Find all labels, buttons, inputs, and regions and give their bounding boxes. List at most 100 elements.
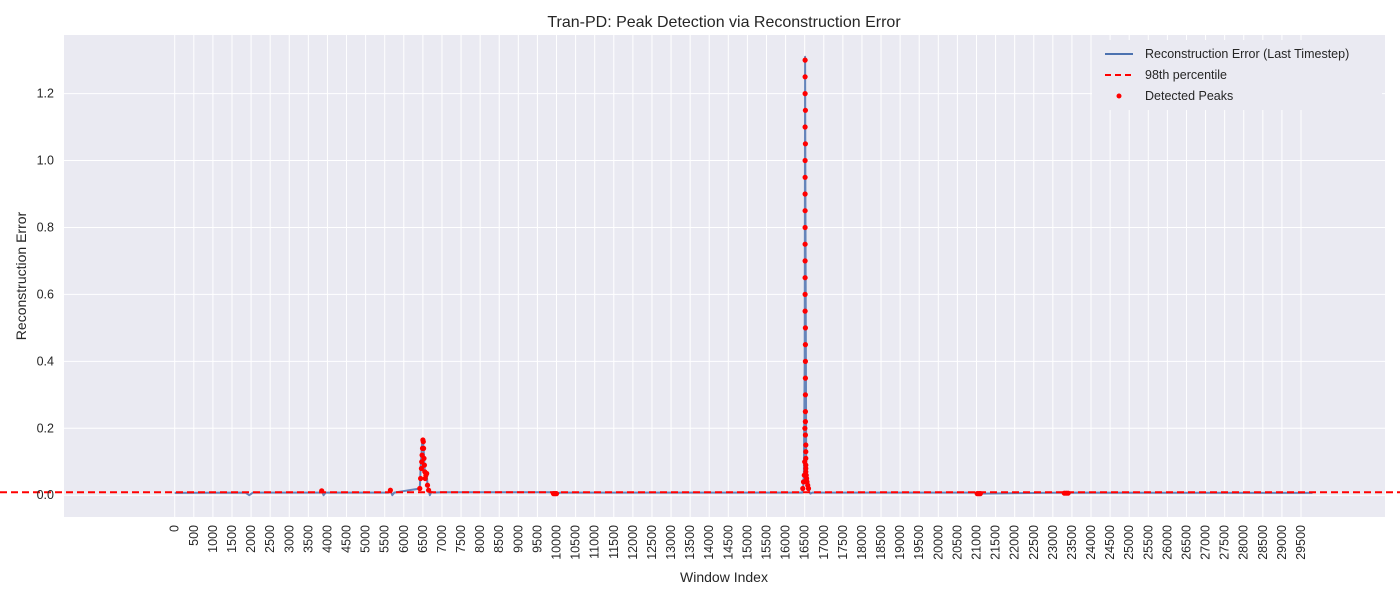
- y-tick-label: 0.8: [37, 220, 54, 234]
- x-tick-label: 23500: [1065, 525, 1079, 560]
- peak-point: [800, 485, 806, 492]
- x-tick-label: 16000: [779, 525, 793, 560]
- peak-point: [319, 488, 325, 494]
- peak-point: [802, 342, 809, 348]
- x-tick-label: 26000: [1160, 525, 1174, 560]
- y-tick-label: 0.4: [37, 354, 54, 368]
- x-tick-label: 28000: [1237, 525, 1251, 560]
- x-tick-label: 10500: [569, 525, 583, 560]
- x-tick-label: 1000: [206, 525, 220, 553]
- peak-point: [802, 224, 808, 231]
- peak-point: [802, 157, 808, 164]
- x-tick-label: 9000: [511, 525, 525, 553]
- peak-point: [802, 258, 808, 264]
- peak-point: [802, 208, 808, 214]
- x-tick-label: 17000: [817, 525, 831, 560]
- x-tick-label: 8500: [492, 525, 506, 553]
- peak-point: [802, 392, 809, 398]
- x-tick-label: 29500: [1294, 525, 1308, 560]
- x-tick-label: 11000: [588, 525, 602, 559]
- x-tick-label: 16500: [798, 525, 812, 560]
- x-tick-label: 19500: [912, 525, 926, 560]
- peak-point: [418, 475, 424, 482]
- x-tick-label: 0: [168, 525, 182, 532]
- peak-point: [802, 124, 808, 130]
- x-tick-label: 4000: [320, 525, 334, 553]
- x-tick-label: 8000: [473, 525, 487, 553]
- x-tick-label: 20000: [931, 525, 945, 560]
- x-tick-label: 4500: [340, 525, 354, 553]
- x-tick-label: 23000: [1046, 525, 1060, 560]
- peak-point: [802, 409, 809, 415]
- peak-point: [803, 449, 809, 455]
- peak-point: [424, 470, 430, 477]
- x-tick-label: 13500: [683, 525, 697, 560]
- peak-point: [802, 308, 808, 314]
- y-tick-label: 0.2: [37, 421, 54, 435]
- peak-point: [802, 91, 808, 97]
- x-tick-label: 27500: [1218, 525, 1232, 560]
- x-tick-label: 5500: [378, 525, 392, 553]
- y-tick-label: 0.0: [37, 488, 54, 502]
- peak-point: [802, 174, 808, 180]
- x-tick-label: 5000: [359, 525, 373, 553]
- x-tick-label: 10000: [550, 525, 564, 560]
- peak-point: [802, 191, 808, 197]
- x-tick-label: 3000: [282, 525, 296, 553]
- peak-point: [418, 465, 424, 472]
- x-tick-label: 7000: [435, 525, 449, 553]
- peak-point: [803, 455, 809, 461]
- x-axis-label: Window Index: [680, 569, 768, 585]
- peak-point: [805, 485, 812, 492]
- x-tick-label: 15500: [759, 525, 773, 560]
- y-tick-label: 1.0: [37, 154, 54, 168]
- peak-point: [803, 442, 809, 448]
- plot-area: [64, 35, 1385, 517]
- peak-point: [802, 275, 808, 281]
- chart-title: Tran-PD: Peak Detection via Reconstructi…: [547, 14, 901, 31]
- x-tick-label: 22500: [1027, 525, 1041, 560]
- peak-point: [802, 57, 808, 63]
- y-axis-label: Reconstruction Error: [13, 211, 29, 340]
- legend-peak-swatch: [1116, 93, 1122, 99]
- x-tick-label: 12500: [645, 525, 659, 560]
- x-tick-labels: 0 500 1000 1500 2000 2500 3000 3500 4000 4500 5000…: [168, 525, 1308, 560]
- x-tick-label: 20500: [950, 525, 964, 560]
- x-tick-label: 21000: [969, 525, 983, 560]
- peak-point: [387, 487, 393, 493]
- peak-point: [1065, 490, 1071, 496]
- x-tick-label: 26500: [1179, 525, 1193, 560]
- x-tick-label: 22000: [1008, 525, 1022, 560]
- x-tick-label: 29000: [1275, 525, 1289, 560]
- peak-point: [802, 141, 809, 147]
- x-tick-label: 18500: [874, 525, 888, 560]
- x-tick-label: 6500: [416, 525, 430, 553]
- peak-point: [802, 425, 808, 431]
- peak-point: [802, 432, 809, 438]
- x-tick-label: 14000: [702, 525, 716, 560]
- legend-entry-reconstruction-error: Reconstruction Error (Last Timestep): [1145, 47, 1349, 61]
- peak-point: [802, 74, 808, 80]
- peak-point: [417, 485, 423, 492]
- x-tick-label: 2500: [263, 525, 277, 553]
- peak-point: [802, 419, 809, 425]
- x-tick-label: 24500: [1103, 525, 1117, 560]
- x-tick-label: 15000: [740, 525, 754, 560]
- x-tick-label: 27000: [1199, 525, 1213, 560]
- x-tick-label: 1500: [225, 525, 239, 553]
- x-tick-label: 21500: [989, 525, 1003, 560]
- peak-point: [421, 445, 427, 451]
- peaks-layer: [319, 57, 1071, 497]
- x-tick-label: 11500: [607, 525, 621, 559]
- x-tick-label: 2000: [244, 525, 258, 553]
- x-tick-label: 19000: [893, 525, 907, 560]
- peak-point: [424, 482, 431, 488]
- x-tick-label: 3500: [301, 525, 315, 553]
- x-tick-label: 7500: [454, 525, 468, 553]
- legend-entry-98th-percentile: 98th percentile: [1145, 68, 1227, 82]
- peak-point: [421, 455, 427, 461]
- x-tick-label: 24000: [1084, 525, 1098, 560]
- x-tick-label: 13000: [664, 525, 678, 560]
